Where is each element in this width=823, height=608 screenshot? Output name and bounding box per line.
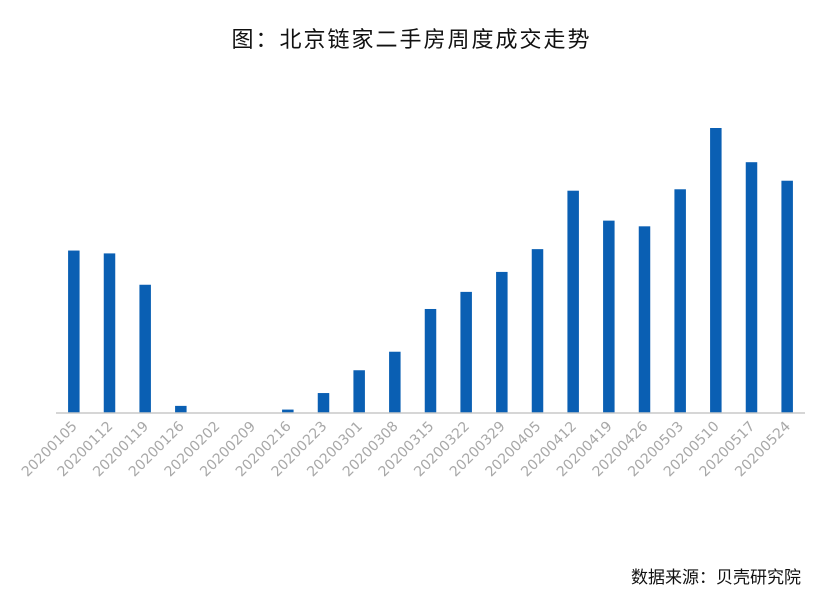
bar-20200517 (745, 162, 758, 413)
bar-20200216 (282, 409, 294, 413)
bar-20200112 (103, 253, 116, 413)
bar-20200426 (638, 226, 651, 413)
bar-20200315 (424, 308, 437, 414)
bar-20200126 (175, 405, 187, 414)
bar-20200329 (496, 271, 508, 413)
bars-layer (68, 128, 793, 414)
source-note: 数据来源：贝壳研究院 (631, 568, 801, 588)
bar-20200223 (317, 393, 330, 413)
bar-20200510 (710, 128, 722, 413)
bar-20200419 (603, 220, 615, 414)
x-tick-labels: 2020010520200112202001192020012620200202… (19, 418, 794, 480)
bar-20200412 (567, 190, 579, 413)
chart-title: 图：北京链家二手房周度成交走势 (231, 28, 592, 53)
bar-20200524 (781, 180, 793, 413)
bar-20200105 (68, 250, 80, 413)
bar-20200119 (139, 284, 151, 413)
bar-20200405 (531, 249, 544, 414)
bar-20200322 (460, 291, 472, 414)
bar-20200308 (389, 351, 401, 413)
bar-20200503 (674, 189, 686, 413)
bar-20200301 (353, 370, 365, 413)
